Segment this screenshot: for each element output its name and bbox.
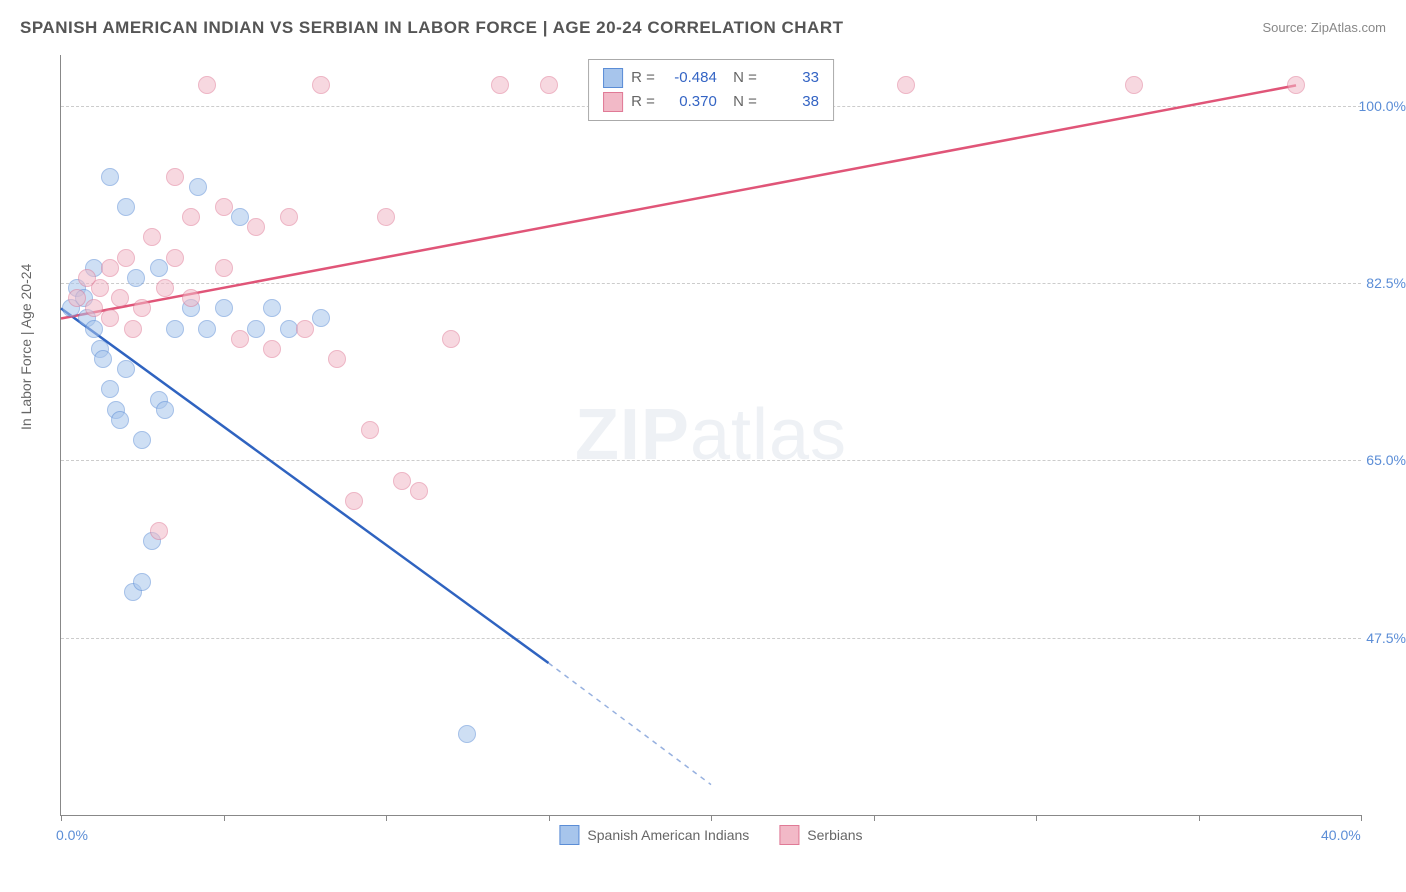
scatter-point [247,320,265,338]
scatter-point [182,208,200,226]
scatter-point [133,573,151,591]
scatter-point [361,421,379,439]
swatch-series1-bottom [559,825,579,845]
scatter-point [124,320,142,338]
stats-legend: R = -0.484 N = 33 R = 0.370 N = 38 [588,59,834,121]
scatter-point [215,259,233,277]
xtick-label: 40.0% [1321,827,1361,843]
scatter-point [345,492,363,510]
xtick-mark [386,815,387,821]
scatter-point [442,330,460,348]
swatch-series2-bottom [779,825,799,845]
watermark: ZIPatlas [575,394,847,476]
scatter-point [94,350,112,368]
xtick-label: 0.0% [56,827,88,843]
scatter-point [231,208,249,226]
xtick-mark [224,815,225,821]
scatter-point [189,178,207,196]
scatter-point [101,168,119,186]
xtick-mark [711,815,712,821]
scatter-point [150,522,168,540]
scatter-point [198,320,216,338]
ytick-label: 100.0% [1346,98,1406,114]
gridline [61,638,1361,639]
scatter-point [111,411,129,429]
scatter-point [182,289,200,307]
scatter-point [328,350,346,368]
xtick-mark [1036,815,1037,821]
scatter-point [458,725,476,743]
xtick-mark [1199,815,1200,821]
scatter-point [117,198,135,216]
swatch-series1 [603,68,623,88]
scatter-point [491,76,509,94]
scatter-point [101,259,119,277]
stats-row-series1: R = -0.484 N = 33 [603,66,819,90]
scatter-point [377,208,395,226]
scatter-point [91,279,109,297]
xtick-mark [874,815,875,821]
trend-line [61,308,549,663]
scatter-point [68,289,86,307]
xtick-mark [1361,815,1362,821]
scatter-point [117,360,135,378]
scatter-point [117,249,135,267]
scatter-point [280,208,298,226]
chart-title: SPANISH AMERICAN INDIAN VS SERBIAN IN LA… [20,18,843,38]
scatter-point [296,320,314,338]
scatter-point [101,309,119,327]
scatter-point [393,472,411,490]
scatter-point [133,431,151,449]
xtick-mark [549,815,550,821]
scatter-point [166,249,184,267]
xtick-mark [61,815,62,821]
gridline [61,460,1361,461]
scatter-point [156,279,174,297]
y-axis-label: In Labor Force | Age 20-24 [18,264,34,430]
scatter-point [312,76,330,94]
scatter-point [198,76,216,94]
scatter-point [263,340,281,358]
scatter-point [312,309,330,327]
scatter-point [150,259,168,277]
scatter-point [215,198,233,216]
scatter-point [1287,76,1305,94]
scatter-point [410,482,428,500]
scatter-point [540,76,558,94]
scatter-point [231,330,249,348]
source-label: Source: ZipAtlas.com [1262,20,1386,35]
scatter-point [247,218,265,236]
ytick-label: 65.0% [1346,452,1406,468]
scatter-point [263,299,281,317]
legend-item-series2: Serbians [779,825,862,845]
legend-item-series1: Spanish American Indians [559,825,749,845]
scatter-point [215,299,233,317]
trend-line-extrapolated [549,663,712,785]
stats-row-series2: R = 0.370 N = 38 [603,90,819,114]
gridline [61,283,1361,284]
ytick-label: 82.5% [1346,275,1406,291]
scatter-point [156,401,174,419]
scatter-point [897,76,915,94]
scatter-point [166,320,184,338]
bottom-legend: Spanish American Indians Serbians [559,825,862,845]
scatter-point [166,168,184,186]
scatter-point [133,299,151,317]
scatter-point [1125,76,1143,94]
scatter-point [101,380,119,398]
scatter-point [85,299,103,317]
plot-area: ZIPatlas 47.5%65.0%82.5%100.0% 0.0%40.0%… [60,55,1361,816]
scatter-point [85,320,103,338]
scatter-point [127,269,145,287]
swatch-series2 [603,92,623,112]
ytick-label: 47.5% [1346,630,1406,646]
scatter-point [143,228,161,246]
scatter-point [111,289,129,307]
